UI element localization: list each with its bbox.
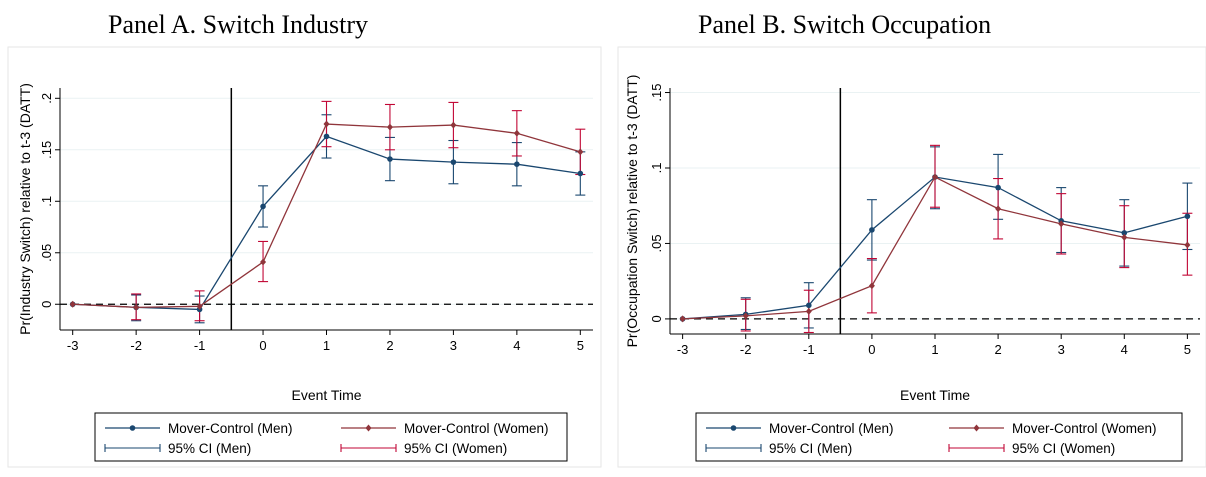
data-point [806,302,812,309]
data-point [1184,213,1191,220]
x-tick-label: 2 [994,342,1001,357]
x-tick-label: 1 [931,342,938,357]
x-tick-label: 1 [323,338,330,353]
legend-label: Mover-Control (Women) [1012,421,1157,436]
legend-key-marker [365,424,372,432]
legend-key-marker [973,424,980,432]
data-point [1121,233,1128,241]
x-tick-label: -3 [677,342,689,357]
x-tick-label: -2 [740,342,752,357]
data-point [1058,220,1065,228]
data-point [1184,241,1191,249]
y-tick-label: .05 [649,234,664,252]
women-series [69,120,584,311]
panel-frame [7,46,602,468]
y-tick-label: .05 [39,244,54,262]
data-point [450,121,457,129]
legend-label: 95% CI (Women) [404,441,507,456]
x-tick-label: 3 [1058,342,1065,357]
data-point [386,123,393,131]
y-axis-title: Pr(Industry Switch) relative to t-3 (DAT… [17,83,33,335]
x-tick-label: 4 [513,338,520,353]
legend-label: Mover-Control (Men) [168,421,293,436]
data-point [1121,230,1128,236]
data-point [805,307,812,315]
data-point [995,205,1002,213]
x-tick-label: -1 [194,338,206,353]
y-tick-label: .1 [649,163,664,174]
legend-label: Mover-Control (Men) [769,421,894,436]
data-point [577,170,584,177]
data-point [514,161,520,168]
legend: Mover-Control (Men) Mover-Control (Women)… [94,412,568,462]
data-point [260,258,267,266]
y-tick-label: .2 [39,93,54,104]
x-tick-label: 0 [259,338,266,353]
data-point [450,159,457,165]
legend-label: 95% CI (Men) [769,441,852,456]
legend-key-marker [730,425,737,431]
x-tick-label: -3 [67,338,79,353]
data-point [869,227,875,233]
x-tick-label: 0 [868,342,875,357]
x-tick-label: -2 [130,338,142,353]
panel-a: 0 .05 .1 .15 .2 -3 -2 -1 0 1 2 3 4 5 Event Time Pr(Indu… [7,46,602,468]
data-point [742,312,749,320]
x-tick-label: 3 [450,338,457,353]
x-tick-label: 5 [1184,342,1191,357]
x-axis-title: Event Time [291,387,361,403]
x-axis-title: Event Time [900,387,970,403]
data-point [679,315,686,323]
x-tick-label: -1 [803,342,815,357]
panel-b: 0 .05 .1 .15 -3 -2 -1 0 1 2 3 4 5 Event Time Pr(Occupa… [617,46,1206,468]
legend-box [695,412,1183,462]
data-point [69,300,76,308]
data-point [260,203,266,210]
data-point [323,133,330,140]
data-point [995,184,1001,191]
legend: Mover-Control (Men) Mover-Control (Women)… [695,412,1183,462]
data-point [196,302,203,310]
y-axis-title: Pr(Occupation Switch) relative to t-3 (D… [624,75,640,348]
panel-frame [617,46,1206,468]
x-tick-label: 5 [577,338,584,353]
y-tick-label: .15 [649,83,664,101]
legend-label: 95% CI (Men) [168,441,251,456]
y-tick-label: .1 [39,196,54,207]
x-tick-label: 4 [1121,342,1128,357]
legend-key-marker [129,425,136,431]
y-tick-label: .15 [39,141,54,159]
legend-label: Mover-Control (Women) [404,421,549,436]
data-point [323,120,330,128]
men-series [69,133,584,313]
panel-b-title: Panel B. Switch Occupation [698,10,992,39]
data-point [513,129,520,137]
legend-box [94,412,568,462]
women-series [679,173,1191,323]
data-point [868,282,875,290]
data-point [577,148,584,156]
y-tick-label: 0 [649,315,664,322]
series-line [72,135,581,311]
y-tick-label: 0 [39,301,54,308]
data-point [133,303,140,311]
data-point [932,173,938,181]
legend-label: 95% CI (Women) [1012,441,1115,456]
data-point [387,156,393,162]
panel-a-title: Panel A. Switch Industry [108,10,368,39]
x-tick-label: 2 [386,338,393,353]
